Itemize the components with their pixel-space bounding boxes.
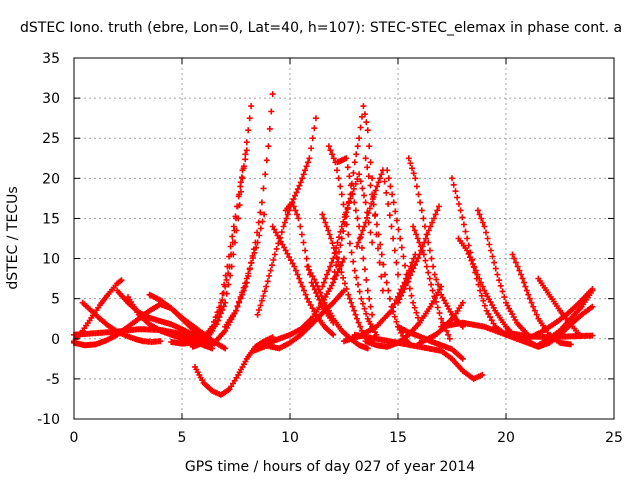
- y-tick-label: 30: [42, 91, 60, 107]
- y-tick-label: -10: [37, 412, 60, 428]
- y-tick-label: 20: [42, 171, 60, 187]
- series-29: [384, 167, 423, 326]
- series-23: [330, 103, 386, 294]
- series-16-markers: [269, 223, 337, 338]
- axis-ticks: 0 5 10 15 20 25 -10 -5 0 5 10 15 20 25 30 35: [37, 51, 623, 446]
- series-32: [351, 331, 486, 382]
- x-tick-label: 10: [281, 430, 299, 446]
- series-31: [410, 223, 453, 342]
- x-tick-label: 0: [70, 430, 79, 446]
- y-tick-label: -5: [46, 372, 60, 388]
- series-31-markers: [410, 223, 453, 342]
- series-11-markers: [222, 91, 276, 330]
- series-45: [546, 303, 596, 346]
- y-axis-label: dSTEC / TECUs: [5, 186, 21, 289]
- series-9: [189, 167, 246, 350]
- series-18: [304, 263, 371, 352]
- series-23-markers: [330, 103, 386, 294]
- data-series: [71, 91, 596, 398]
- x-tick-label: 5: [178, 430, 187, 446]
- x-tick-label: 20: [497, 430, 515, 446]
- series-43: [535, 287, 596, 349]
- y-tick-label: 15: [42, 211, 60, 227]
- series-37: [474, 207, 531, 338]
- y-tick-label: 10: [42, 252, 60, 268]
- series-10-markers: [192, 334, 276, 398]
- series-17: [282, 199, 337, 326]
- series-11: [222, 91, 276, 330]
- chart-title: dSTEC Iono. truth (ebre, Lon=0, Lat=40, …: [20, 20, 622, 36]
- series-37-markers: [474, 207, 531, 338]
- y-tick-label: 0: [51, 332, 60, 348]
- series-18-markers: [304, 263, 371, 352]
- y-tick-label: 25: [42, 131, 60, 147]
- series-9-markers: [189, 167, 246, 350]
- x-axis-label: GPS time / hours of day 027 of year 2014: [185, 459, 475, 475]
- series-44-markers: [524, 286, 596, 342]
- x-tick-label: 15: [389, 430, 407, 446]
- series-17-markers: [282, 199, 337, 326]
- plot-frame: [73, 57, 615, 420]
- series-12: [211, 211, 268, 346]
- series-45-markers: [546, 303, 596, 346]
- y-tick-label: 35: [42, 51, 60, 67]
- x-tick-label: 25: [605, 430, 623, 446]
- y-tick-label: 5: [51, 292, 60, 308]
- series-29-markers: [384, 167, 423, 326]
- series-32-markers: [351, 331, 486, 382]
- series-12-markers: [211, 211, 268, 346]
- series-16: [269, 223, 337, 338]
- series-44: [524, 286, 596, 342]
- series-10: [192, 334, 276, 398]
- series-43-markers: [535, 287, 596, 349]
